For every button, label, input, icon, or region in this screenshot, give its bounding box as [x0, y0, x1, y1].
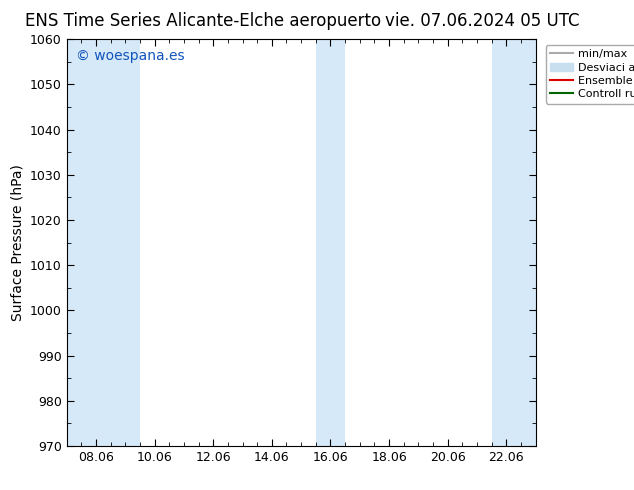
Legend: min/max, Desviaci acute;n est acute;ndar, Ensemble mean run, Controll run: min/max, Desviaci acute;n est acute;ndar…	[546, 45, 634, 104]
Text: ENS Time Series Alicante-Elche aeropuerto: ENS Time Series Alicante-Elche aeropuert…	[25, 12, 381, 30]
Y-axis label: Surface Pressure (hPa): Surface Pressure (hPa)	[10, 164, 24, 321]
Bar	[67, 39, 126, 446]
Bar	[316, 39, 345, 446]
Bar	[126, 39, 140, 446]
Bar	[492, 39, 536, 446]
Text: vie. 07.06.2024 05 UTC: vie. 07.06.2024 05 UTC	[385, 12, 579, 30]
Text: © woespana.es: © woespana.es	[76, 49, 184, 63]
